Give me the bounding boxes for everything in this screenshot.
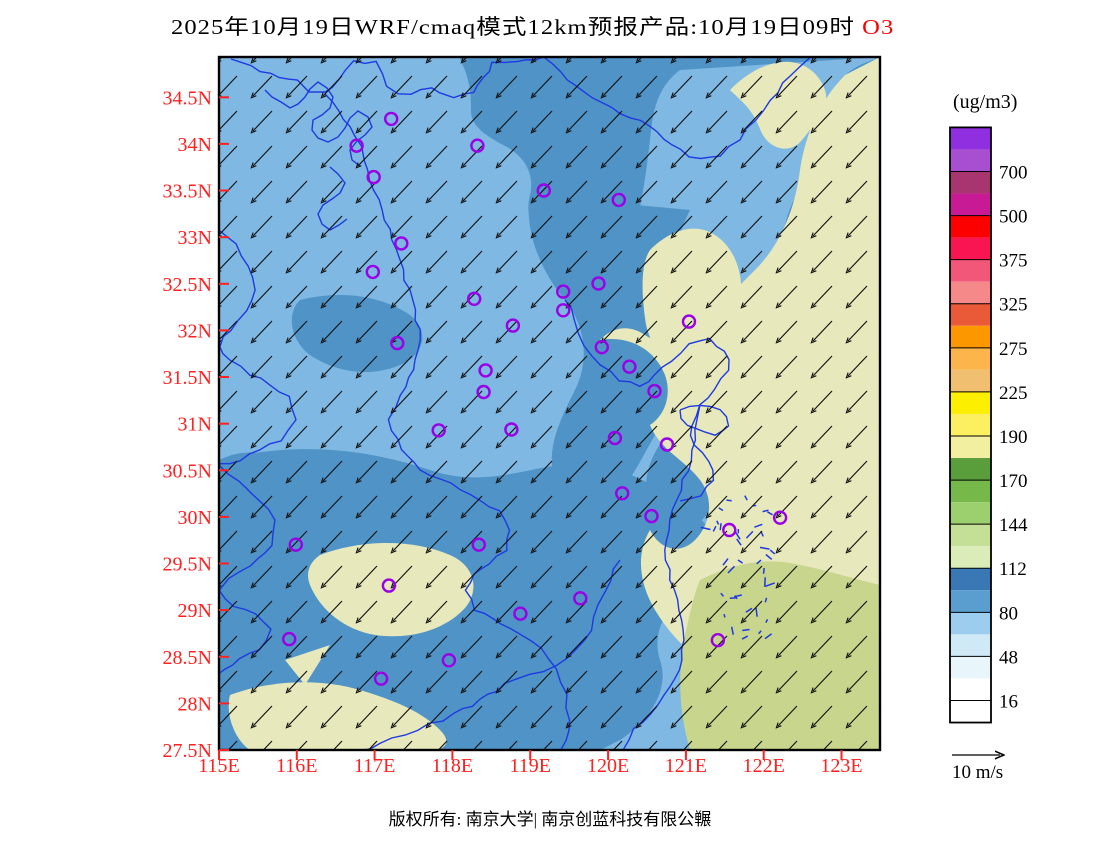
svg-text:34.5N: 34.5N xyxy=(163,87,212,109)
svg-text:375: 375 xyxy=(999,251,1028,272)
svg-text:325: 325 xyxy=(999,295,1028,316)
svg-text:28.5N: 28.5N xyxy=(163,647,212,669)
svg-text:(ug/m3): (ug/m3) xyxy=(953,91,1017,113)
svg-text:190: 190 xyxy=(999,427,1028,448)
svg-text:16: 16 xyxy=(999,691,1018,712)
svg-text:112: 112 xyxy=(999,559,1027,580)
svg-text:30N: 30N xyxy=(178,507,212,529)
svg-text:31.5N: 31.5N xyxy=(163,367,212,389)
svg-text:28N: 28N xyxy=(178,693,212,715)
svg-text:10 m/s: 10 m/s xyxy=(952,762,1003,783)
svg-text:29N: 29N xyxy=(178,600,212,622)
svg-text:700: 700 xyxy=(999,162,1028,183)
svg-text:32.5N: 32.5N xyxy=(163,274,212,296)
svg-text:500: 500 xyxy=(999,207,1028,228)
svg-text:275: 275 xyxy=(999,339,1028,360)
svg-text:170: 170 xyxy=(999,471,1028,492)
svg-text:80: 80 xyxy=(999,603,1018,624)
svg-text:33.5N: 33.5N xyxy=(163,181,212,203)
svg-text:48: 48 xyxy=(999,647,1018,668)
svg-text:32N: 32N xyxy=(178,320,212,342)
svg-text:33N: 33N xyxy=(178,227,212,249)
svg-text:144: 144 xyxy=(999,515,1028,536)
svg-text:30.5N: 30.5N xyxy=(163,460,212,482)
svg-text:34N: 34N xyxy=(178,134,212,156)
svg-text:31N: 31N xyxy=(178,414,212,436)
svg-text:29.5N: 29.5N xyxy=(163,554,212,576)
svg-text:225: 225 xyxy=(999,383,1028,404)
